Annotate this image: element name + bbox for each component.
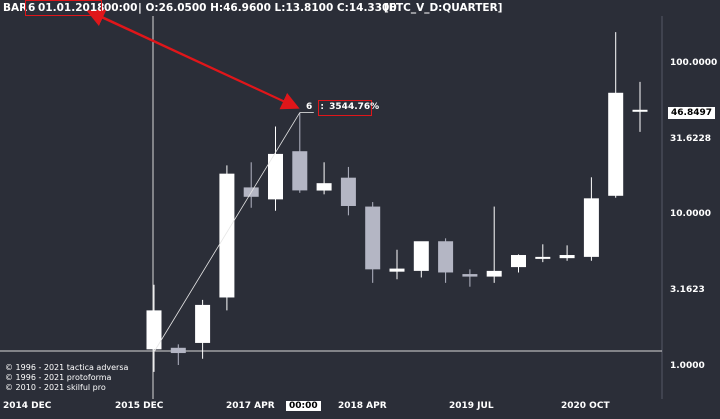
candle-body <box>219 173 235 298</box>
x-tick-label: 2017 APR <box>226 401 275 411</box>
y-tick-label: 100.0000 <box>670 58 718 68</box>
candle-body <box>511 255 526 268</box>
candle-body <box>195 304 211 343</box>
header-bar: BAR 6 01.01.2018 00:00 | O:26.0500 H:46.… <box>0 0 720 16</box>
percent-highlight-box <box>318 100 372 116</box>
bar-index: 6 <box>28 2 36 14</box>
x-tick-label: 2014 DEC <box>3 401 52 411</box>
last-price-label: 46.8497 <box>668 107 715 119</box>
bar-prefix: BAR <box>3 2 28 14</box>
annotation-arrow <box>86 9 297 108</box>
bar-date: 01.01.2018 <box>38 2 105 14</box>
candle-body <box>365 206 381 270</box>
candle-body <box>438 241 454 273</box>
candle-body <box>389 268 405 272</box>
measurement-percent: 3544.76% <box>329 102 380 112</box>
measurement-bar: 6 <box>306 102 313 112</box>
crosshair-time-label: 00:00 <box>286 401 321 411</box>
y-tick-label: 31.6228 <box>670 134 711 144</box>
candle-body <box>170 347 186 354</box>
measurement-label: 6 : 3544.76% <box>306 102 380 112</box>
x-tick-label: 2019 JUL <box>449 401 494 411</box>
symbol-label: [ETC_V_D:QUARTER] <box>384 2 503 14</box>
y-tick-label: 10.0000 <box>670 209 711 219</box>
copyright-line: © 1996 - 2021 protoforma <box>5 373 112 382</box>
candle-body <box>486 270 502 277</box>
candle-body <box>608 92 624 196</box>
candle-body <box>462 274 478 277</box>
candle-body <box>340 177 356 206</box>
y-tick-label: 3.1623 <box>670 285 705 295</box>
bar-date-highlight-box <box>25 0 102 16</box>
candle-body <box>268 153 283 200</box>
candle-body <box>316 183 332 191</box>
x-tick-label: 2020 OCT <box>561 401 610 411</box>
copyright-line: © 1996 - 2021 tactica adversa <box>5 363 129 372</box>
candle-body <box>413 241 429 271</box>
candle-body <box>146 310 162 350</box>
x-tick-label: 2015 DEC <box>115 401 164 411</box>
bar-time: 00:00 <box>104 2 138 14</box>
measurement-line <box>153 112 301 353</box>
candle-body <box>559 255 575 259</box>
candle-body <box>632 109 648 112</box>
x-tick-label: 2018 APR <box>338 401 387 411</box>
candle-body <box>535 256 551 259</box>
ohlc-values: | O:26.0500 H:46.9600 L:13.8100 C:14.330… <box>138 2 397 14</box>
copyright-line: © 2010 - 2021 skilful pro <box>5 383 106 392</box>
candle-body <box>292 151 308 191</box>
y-tick-label: 1.0000 <box>670 361 705 371</box>
candle-body <box>583 198 599 257</box>
